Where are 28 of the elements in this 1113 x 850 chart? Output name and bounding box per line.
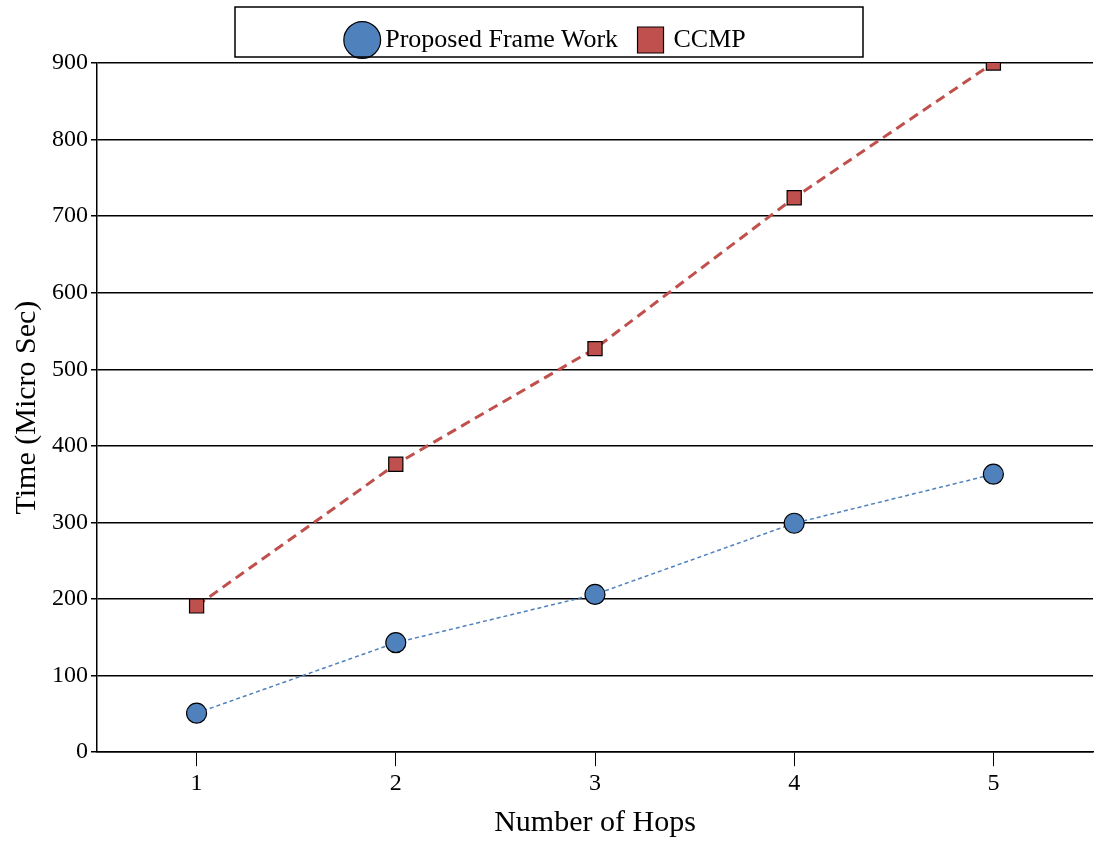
x-tick-label: 1 [190, 768, 203, 795]
point [188, 598, 205, 614]
y-axis-title: Time (Micro Sec) [7, 300, 42, 515]
point [388, 456, 404, 472]
point [587, 340, 603, 357]
point [982, 463, 1004, 485]
y-tick-label: 200 [52, 584, 88, 611]
point [186, 702, 208, 724]
y-tick-label: 300 [52, 507, 88, 534]
point [385, 632, 407, 654]
y-tick-label: 600 [52, 278, 88, 305]
legend-label: CCMP [673, 23, 746, 53]
legend-label: Proposed Frame Work [385, 23, 619, 53]
y-tick-label: 700 [52, 201, 88, 228]
y-tick-label: 500 [52, 354, 88, 381]
x-axis-title: Number of Hops [494, 803, 696, 837]
y-tick-label: 800 [52, 124, 88, 151]
point [783, 512, 805, 534]
x-tick-label: 4 [788, 768, 801, 795]
point [584, 583, 606, 606]
y-tick-label: 900 [52, 48, 88, 75]
x-tick-label: 5 [987, 768, 1000, 795]
x-tick-label: 2 [389, 768, 402, 795]
y-tick-label: 100 [52, 660, 88, 687]
y-tick-label: 0 [76, 737, 88, 764]
y-tick-label: 400 [52, 431, 88, 458]
x-tick-label: 3 [589, 768, 601, 795]
point [786, 190, 802, 206]
